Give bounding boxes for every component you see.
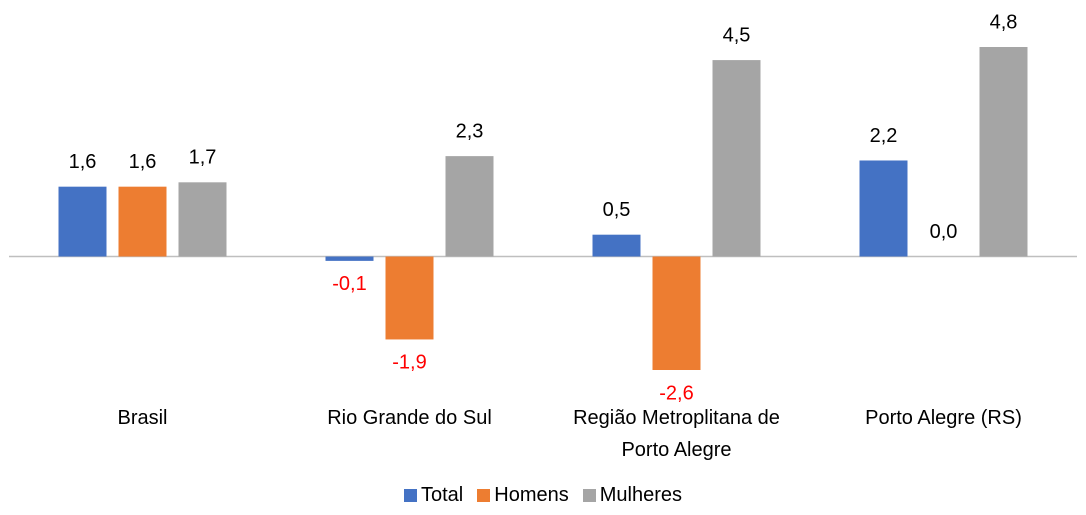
legend-swatch: [477, 489, 491, 502]
bar: [859, 160, 908, 257]
bar: [385, 256, 434, 340]
data-label: 2,3: [456, 120, 484, 142]
legend: Total Homens Mulheres: [0, 484, 1086, 507]
legend-swatch: [582, 489, 596, 502]
data-label: 4,5: [723, 24, 751, 46]
data-label: -0,1: [332, 273, 366, 295]
x-tick-label: Rio Grande do Sul: [327, 407, 492, 429]
legend-label: Homens: [494, 484, 569, 506]
data-label: 1,6: [69, 151, 97, 173]
data-label: 4,8: [990, 11, 1018, 33]
data-label: 1,7: [189, 147, 217, 169]
legend-item: Mulheres: [582, 484, 682, 507]
bar: [652, 256, 701, 370]
bar: [58, 186, 107, 257]
legend-label: Mulheres: [599, 484, 682, 506]
bar: [118, 186, 167, 257]
data-label: -2,6: [659, 382, 693, 404]
bar: [445, 156, 494, 257]
bar: [178, 182, 227, 257]
data-label: 1,6: [129, 151, 157, 173]
x-tick-label: Porto Alegre (RS): [865, 407, 1022, 429]
data-label: -1,9: [392, 352, 426, 374]
legend-swatch: [404, 489, 417, 502]
legend-item: Homens: [477, 484, 569, 507]
bar: [712, 60, 761, 257]
bar: [592, 234, 641, 257]
legend-label: Total: [421, 484, 464, 506]
legend-item: Total: [404, 484, 463, 507]
bar: [979, 47, 1028, 257]
x-tick-label: Região Metroplitana de Porto Alegre: [573, 407, 780, 461]
data-label: 2,2: [870, 125, 898, 147]
data-label: 0,5: [603, 199, 631, 221]
data-label: 0,0: [930, 221, 958, 243]
bar: [325, 256, 374, 261]
x-tick-label: Brasil: [117, 407, 168, 429]
